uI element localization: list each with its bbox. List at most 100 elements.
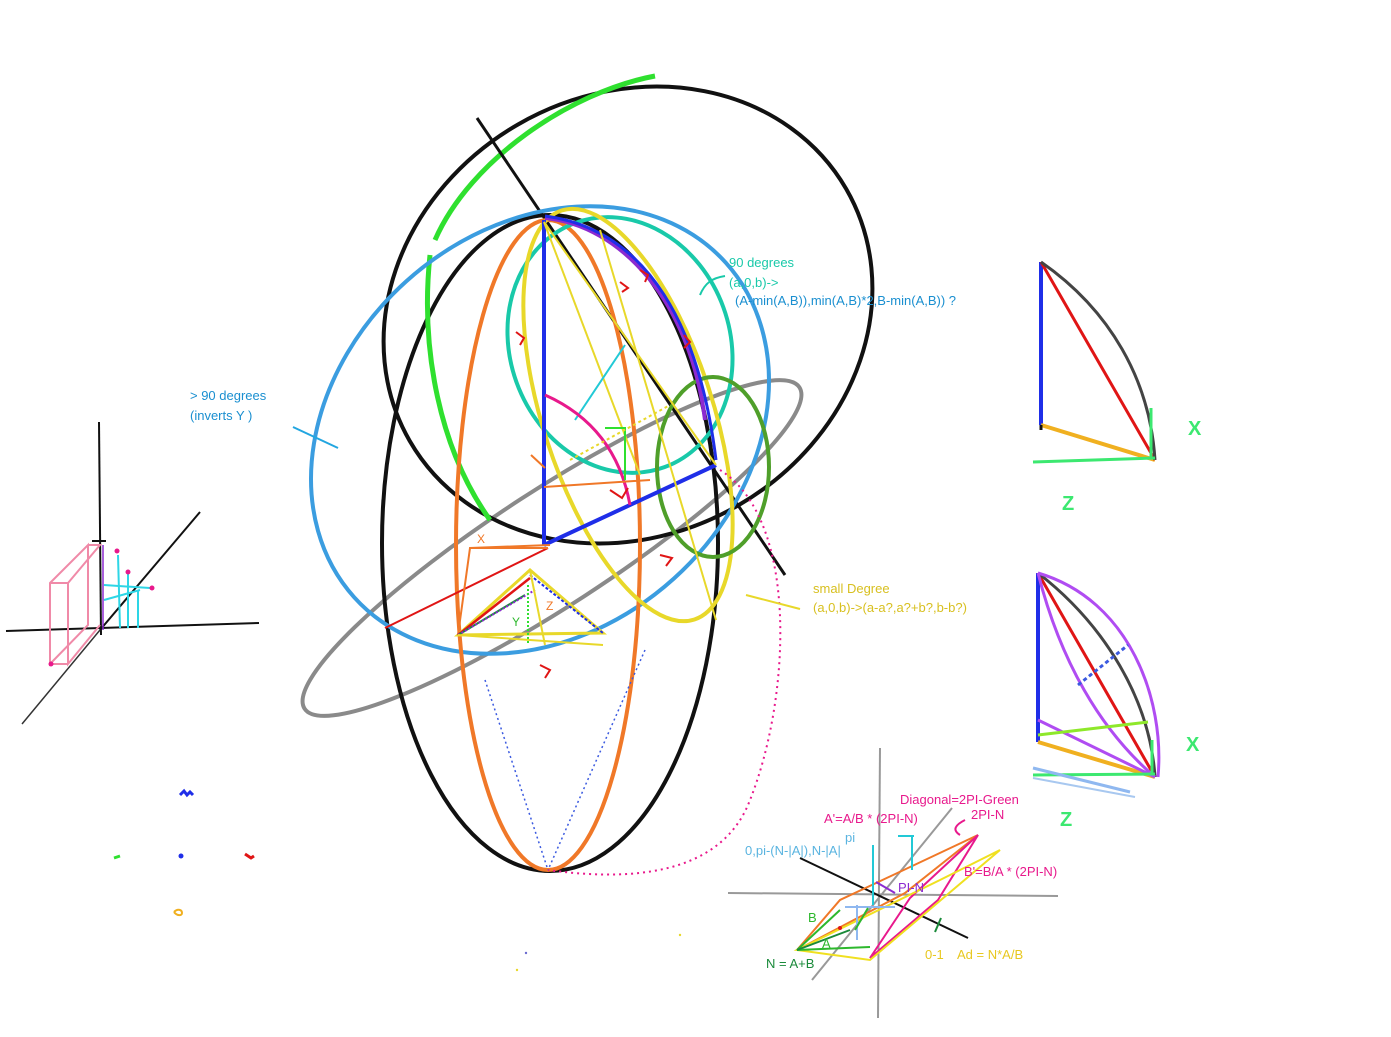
pink-box-top	[50, 544, 103, 584]
green-bracket	[605, 427, 626, 480]
gray-horizontal-axis	[727, 892, 1059, 897]
yellow-ellipse	[521, 206, 735, 624]
over-ninety-line2: (inverts Y )	[190, 408, 252, 423]
b-prime-label: B'=B/A * (2PI-N)	[964, 864, 1057, 879]
yellow-triangle	[454, 567, 607, 637]
bottom-label-x: X	[1186, 734, 1200, 756]
magenta-dotted-curve	[547, 469, 782, 876]
right-bottom-diagram: X Z	[1032, 571, 1200, 831]
teal-pointer	[699, 275, 726, 296]
magenta-arc	[544, 393, 632, 506]
yellow-line-bottom	[457, 634, 604, 646]
blue-dotted-tri	[529, 574, 604, 634]
left-axis-box-diagram	[5, 421, 682, 972]
black-diag-axis	[799, 857, 969, 939]
violet-line	[875, 881, 896, 894]
vertical-axis	[98, 421, 102, 636]
yellow-pointer	[745, 594, 801, 610]
ad-label: Ad = N*A/B	[957, 947, 1023, 962]
cyan-stub	[103, 589, 141, 601]
a-label: A	[822, 936, 831, 951]
a-prime-label: A'=A/B * (2PI-N)	[824, 811, 918, 826]
red-diagonal	[1039, 261, 1157, 461]
green-short	[854, 907, 869, 931]
violet-bottom	[1037, 718, 1156, 779]
arrow-marker	[619, 281, 630, 293]
darkgreen-ellipse	[655, 375, 771, 559]
yellow-dotted-line	[569, 404, 671, 461]
green-a-line	[796, 946, 871, 951]
diagonal-label: Diagonal=2PI-Green	[900, 792, 1019, 807]
triangle-label-y: Y	[512, 615, 520, 629]
horizontal-axis	[5, 622, 260, 632]
zero-pi-label: 0,pi-(N-|A|),N-|A|	[745, 843, 841, 858]
cyan-line	[574, 344, 626, 421]
blue-dotted	[1077, 643, 1129, 687]
black-tilted-ellipse	[381, 84, 875, 546]
green-scribble	[113, 854, 121, 860]
green-b-line	[796, 909, 841, 951]
depth-axis-up	[99, 511, 201, 631]
magenta-dot	[114, 548, 120, 554]
arrow-marker	[659, 554, 674, 567]
lime-line	[1037, 720, 1149, 737]
pink-box-front	[49, 542, 89, 667]
magenta-dot	[125, 569, 131, 575]
red-line	[384, 547, 549, 629]
gray-plane-ellipse	[300, 378, 804, 718]
gold-scribble	[173, 908, 184, 917]
over-ninety-line1: > 90 degrees	[190, 388, 267, 403]
cyan-stubs	[103, 554, 151, 629]
orange-line-a	[543, 479, 651, 488]
lightblue-line-2	[1032, 777, 1136, 798]
purple-dotted-tri	[457, 589, 536, 636]
bottom-label-z: Z	[1060, 809, 1072, 831]
cyan-stub	[117, 554, 121, 629]
right-top-diagram: X Z	[1032, 260, 1202, 515]
n-equals-label: N = A+B	[766, 956, 814, 971]
yellow-parallelogram	[793, 849, 1001, 962]
b-label: B	[808, 910, 817, 925]
tiny-dot	[678, 933, 682, 937]
pink-box	[49, 542, 103, 667]
orange-triangle	[457, 547, 548, 636]
main-sphere-diagram: 90 degrees (a,0,b)-> (A-min(A,B)),min(A,…	[190, 73, 967, 876]
pi-n-label: PI-N	[898, 880, 924, 895]
sky-blue-ellipse	[309, 204, 771, 656]
green-x-axis	[1032, 772, 1156, 777]
magenta-dot	[149, 585, 155, 591]
orange-edge	[1037, 740, 1156, 779]
triangle-construction	[454, 547, 607, 646]
gray-diag-axis	[811, 807, 953, 981]
small-degree-formula: (a,0,b)->(a-a?,a?+b?,b-b?)	[813, 600, 967, 615]
orange-tick-mark	[530, 454, 546, 469]
violet-arc-inner	[1036, 572, 1156, 779]
green-arc-top	[432, 73, 656, 242]
red-tri-line	[457, 577, 531, 636]
triangle-label-x: X	[477, 532, 485, 546]
yellow-line-2	[599, 229, 717, 621]
small-degree-title: small Degree	[813, 581, 890, 596]
tiny-dot	[524, 951, 528, 955]
magenta-dot	[48, 661, 54, 667]
formula-diagram: Diagonal=2PI-Green 2PI-N A'=A/B * (2PI-N…	[727, 747, 1059, 1019]
depth-axis-down	[21, 629, 101, 725]
yellow-line-1	[543, 221, 717, 466]
tiny-dot	[515, 968, 519, 972]
zero-one-label: 0-1	[925, 947, 944, 962]
arrow-marker	[609, 487, 629, 500]
yellow-down-line	[529, 569, 546, 646]
green-x-axis	[1032, 456, 1156, 464]
arrow-marker	[515, 331, 526, 346]
violet-arc-outer	[1037, 571, 1161, 778]
ninety-degrees-line1: (a,0,b)->	[729, 275, 779, 290]
blue-scribble	[178, 788, 195, 798]
orange-edge	[1040, 423, 1156, 462]
arrow-marker	[639, 269, 650, 283]
red-diagonal	[1036, 572, 1157, 778]
pi-label: pi	[845, 830, 855, 845]
magenta-pointer	[954, 819, 966, 836]
red-arrow-markers	[515, 269, 692, 679]
pink-box-side	[67, 583, 101, 667]
